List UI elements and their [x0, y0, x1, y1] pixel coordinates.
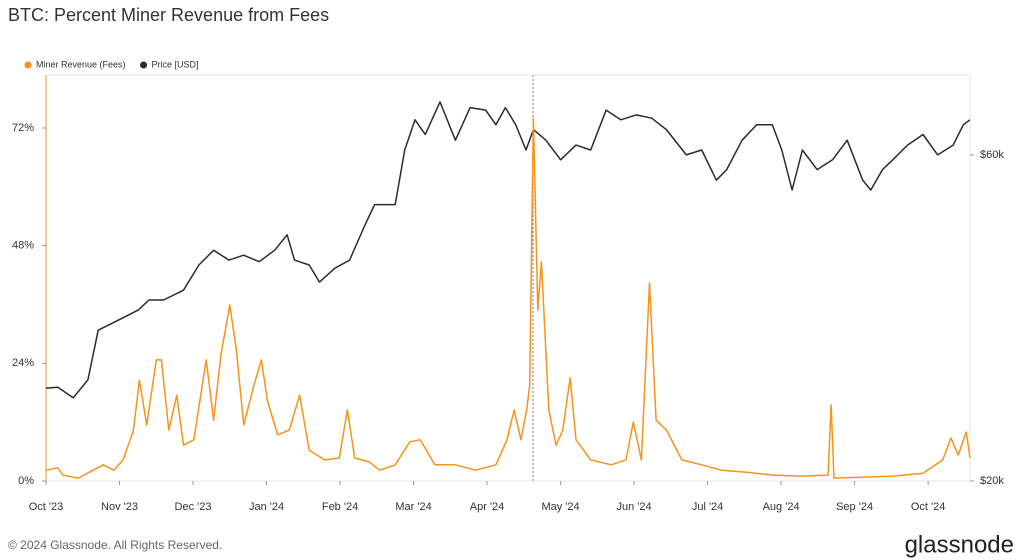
y2-tick-label: $20k: [980, 475, 1004, 487]
x-tick-label: May '24: [541, 501, 579, 513]
x-tick-label: Oct '24: [911, 501, 946, 513]
x-tick-label: Jun '24: [616, 501, 651, 513]
x-tick-label: Jan '24: [249, 501, 284, 513]
y-tick-label: 24%: [12, 357, 34, 369]
legend-label: Price [USD]: [152, 59, 199, 69]
series-line: [45, 117, 971, 479]
x-tick-label: Feb '24: [322, 501, 358, 513]
brand-logo: glassnode: [905, 531, 1014, 558]
x-tick-label: Sep '24: [836, 501, 873, 513]
x-tick-label: Aug '24: [763, 501, 800, 513]
x-tick-label: Jul '24: [692, 501, 723, 513]
x-tick-label: Apr '24: [470, 501, 505, 513]
legend-label: Miner Revenue (Fees): [36, 59, 126, 69]
chart-title: BTC: Percent Miner Revenue from Fees: [8, 5, 329, 25]
legend-marker: [24, 61, 32, 69]
y-tick-label: 72%: [12, 122, 34, 134]
legend-marker: [140, 61, 148, 69]
y2-tick-label: $60k: [980, 149, 1004, 161]
x-tick-label: Dec '23: [175, 501, 212, 513]
y-tick-label: 48%: [12, 240, 34, 252]
series-line: [45, 101, 971, 399]
x-tick-label: Mar '24: [395, 501, 431, 513]
x-tick-label: Oct '23: [29, 501, 64, 513]
x-tick-label: Nov '23: [101, 501, 138, 513]
copyright: © 2024 Glassnode. All Rights Reserved.: [8, 538, 222, 552]
y-tick-label: 0%: [18, 475, 34, 487]
